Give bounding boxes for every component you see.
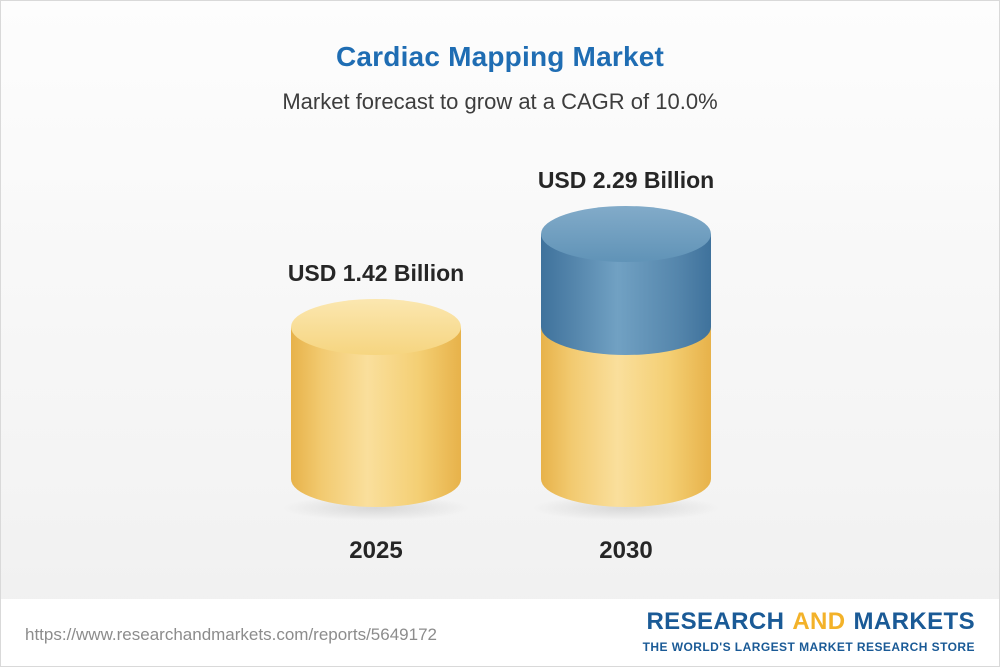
bar-2030-base-segment: [541, 327, 711, 507]
bar-2025-body: [291, 327, 461, 507]
bar-2025-top-ellipse: [291, 299, 461, 355]
logo-tagline: THE WORLD'S LARGEST MARKET RESEARCH STOR…: [642, 640, 975, 654]
page-title: Cardiac Mapping Market: [335, 41, 665, 72]
research-and-markets-logo: RESEARCH AND MARKETS THE WORLD'S LARGEST…: [643, 608, 975, 654]
bar-2030-category-label: 2030: [599, 537, 653, 564]
footer: https://www.researchandmarkets.com/repor…: [1, 599, 999, 666]
bar-2030-value-label: USD 2.29 Billion: [537, 167, 715, 193]
report-url: https://www.researchandmarkets.com/repor…: [25, 625, 437, 644]
bar-2025-category-label: 2025: [349, 537, 403, 564]
logo-wordmark: RESEARCH AND MARKETS: [643, 608, 975, 636]
bar-2030-top-ellipse: [541, 206, 711, 262]
page-subtitle: Market forecast to grow at a CAGR of 10.…: [282, 89, 718, 114]
chart-header: Cardiac Mapping Market Market forecast t…: [1, 1, 999, 115]
bar-2025-value-label: USD 1.42 Billion: [287, 260, 465, 286]
logo-word-markets: MARKETS: [853, 608, 975, 635]
logo-word-and: AND: [792, 608, 846, 635]
logo-word-research: RESEARCH: [646, 608, 785, 635]
